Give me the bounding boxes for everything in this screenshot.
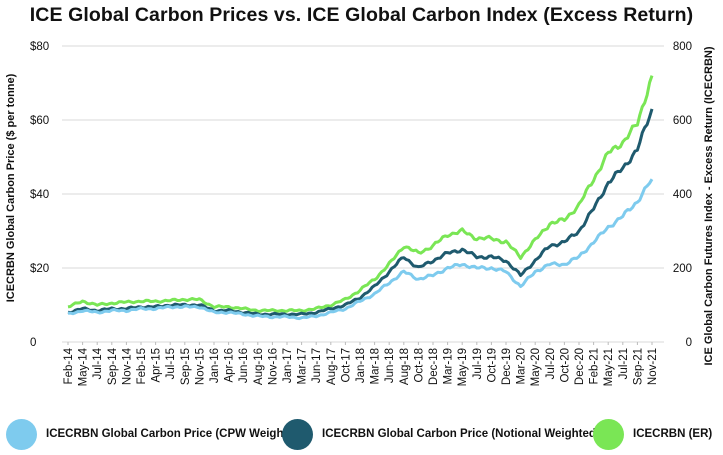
x-tick-label: Sep-15 [180,348,192,385]
gridlines [62,45,664,343]
legend-swatch-notional [282,418,313,450]
right-axis-ticks: 0 200 400 600 800 [673,41,692,349]
x-tick-label: Feb-21 [589,348,601,384]
legend-swatch-er [593,418,624,450]
x-tick-label: Aug-18 [399,348,411,385]
x-tick-label: Jul-15 [165,348,177,379]
x-tick-label: May-19 [457,348,469,386]
x-tick-label: Nov-21 [647,348,659,385]
x-tick-label: Mar-19 [443,348,455,384]
x-tick-label: Jul-21 [618,348,630,379]
x-tick-label: May-14 [78,347,90,386]
x-tick-label: May-21 [603,348,615,386]
x-tick-label: Oct-18 [413,348,425,383]
x-tick-label: May-20 [530,348,542,386]
x-tick-label: Mar-18 [370,348,382,384]
x-tick-label: Aug-17 [326,348,338,385]
right-tick-label: 0 [686,337,692,349]
legend: ICECRBN Global Carbon Price (CPW Weighte… [0,416,723,452]
legend-item-notional: ICECRBN Global Carbon Price (Notional We… [282,416,600,452]
chart-canvas: 0 $20 $40 $60 $80 0 200 400 600 800 Feb-14 May-14… [5,41,715,386]
x-tick-label: Dec-19 [501,348,513,385]
x-tick-label: Jul-20 [545,348,557,379]
x-tick-label: Jun-17 [311,348,323,383]
x-tick-label: Jun-16 [238,348,250,383]
x-tick-label: Nov-14 [121,347,133,385]
x-axis-ticks: Feb-14 May-14 Jul-14 Sep-14 Nov-14 Feb-15 Apr-… [63,342,659,386]
x-tick-label: Apr-15 [151,348,163,383]
series-line-1 [67,108,654,317]
right-tick-label: 800 [673,41,692,53]
x-tick-label: Sep-14 [107,347,119,385]
series-line-2 [67,75,654,313]
x-tick-label: Jul-14 [92,347,104,379]
x-tick-label: Jan-18 [355,348,367,383]
x-tick-label: Oct-20 [559,348,571,383]
series-lines [67,75,654,321]
x-tick-label: Dec-18 [428,348,440,385]
x-tick-label: Mar-20 [516,348,528,384]
legend-item-er: ICECRBN (ER) [593,416,712,452]
right-axis-label: ICE Global Carbon Futures Index - Excess… [703,46,715,365]
x-tick-label: Oct-17 [340,348,352,383]
legend-label-notional: ICECRBN Global Carbon Price (Notional We… [322,428,600,440]
legend-item-cpw: ICECRBN Global Carbon Price (CPW Weighte… [6,416,305,452]
x-tick-label: Feb-15 [136,348,148,384]
legend-swatch-cpw [6,418,37,450]
x-tick-label: Apr-16 [224,348,236,383]
x-tick-label: Sep-21 [632,348,644,385]
left-tick-label: $80 [30,41,49,53]
left-tick-label: $40 [30,189,49,201]
left-tick-label: $20 [30,263,49,275]
x-tick-label: Jul-19 [472,348,484,379]
x-tick-label: Nov-15 [194,348,206,385]
left-tick-label: 0 [30,337,36,349]
x-tick-label: Dec-20 [574,348,586,385]
right-tick-label: 400 [673,189,692,201]
right-tick-label: 600 [673,115,692,127]
x-tick-label: Mar-17 [297,348,309,384]
x-tick-label: Feb-14 [63,347,75,384]
chart-title: ICE Global Carbon Prices vs. ICE Global … [29,4,694,26]
left-tick-label: $60 [30,115,49,127]
legend-label-cpw: ICECRBN Global Carbon Price (CPW Weighte… [46,428,305,440]
x-tick-label: Aug-16 [253,348,265,385]
legend-label-er: ICECRBN (ER) [633,428,713,440]
x-tick-label: Jan-16 [209,348,221,383]
left-axis-label: ICECRBN Global Carbon Price ($ per tonne… [5,73,17,302]
series-line-0 [67,178,654,321]
x-tick-label: Nov-16 [267,348,279,385]
left-axis-ticks: 0 $20 $40 $60 $80 [30,41,49,349]
x-tick-label: Jun-18 [384,348,396,383]
right-tick-label: 200 [673,263,692,275]
x-tick-label: Oct-19 [486,348,498,383]
x-tick-label: Jan-17 [282,348,294,383]
